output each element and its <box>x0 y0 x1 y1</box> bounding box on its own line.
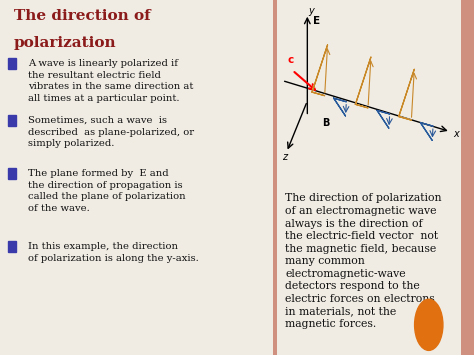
Bar <box>9 58 16 69</box>
Bar <box>9 241 16 252</box>
Text: polarization: polarization <box>14 36 117 49</box>
Polygon shape <box>377 110 390 128</box>
Bar <box>9 168 16 179</box>
Polygon shape <box>420 122 433 141</box>
Polygon shape <box>399 69 414 120</box>
Text: In this example, the direction
of polarization is along the y-axis.: In this example, the direction of polari… <box>27 242 199 263</box>
Text: z: z <box>282 152 287 162</box>
Text: The direction of polarization
of an electromagnetic wave
always is the direction: The direction of polarization of an elec… <box>285 193 442 329</box>
Text: A wave is linearly polarized if
the resultant electric field
vibrates in the sam: A wave is linearly polarized if the resu… <box>27 59 193 103</box>
Circle shape <box>415 299 443 350</box>
Text: The direction of: The direction of <box>14 9 151 23</box>
Text: y: y <box>309 6 314 16</box>
FancyBboxPatch shape <box>273 0 277 355</box>
Text: Sometimes, such a wave  is
described  as plane-polarized, or
simply polarized.: Sometimes, such a wave is described as p… <box>27 116 194 148</box>
Text: c: c <box>288 55 294 65</box>
FancyBboxPatch shape <box>461 0 474 355</box>
Bar <box>9 115 16 126</box>
Text: B: B <box>322 119 329 129</box>
Polygon shape <box>356 57 371 108</box>
Text: The plane formed by  E and
the direction of propagation is
called the plane of p: The plane formed by E and the direction … <box>27 169 185 213</box>
Text: x: x <box>453 129 459 139</box>
Polygon shape <box>334 98 346 116</box>
Polygon shape <box>312 45 328 96</box>
Text: E: E <box>313 16 320 26</box>
